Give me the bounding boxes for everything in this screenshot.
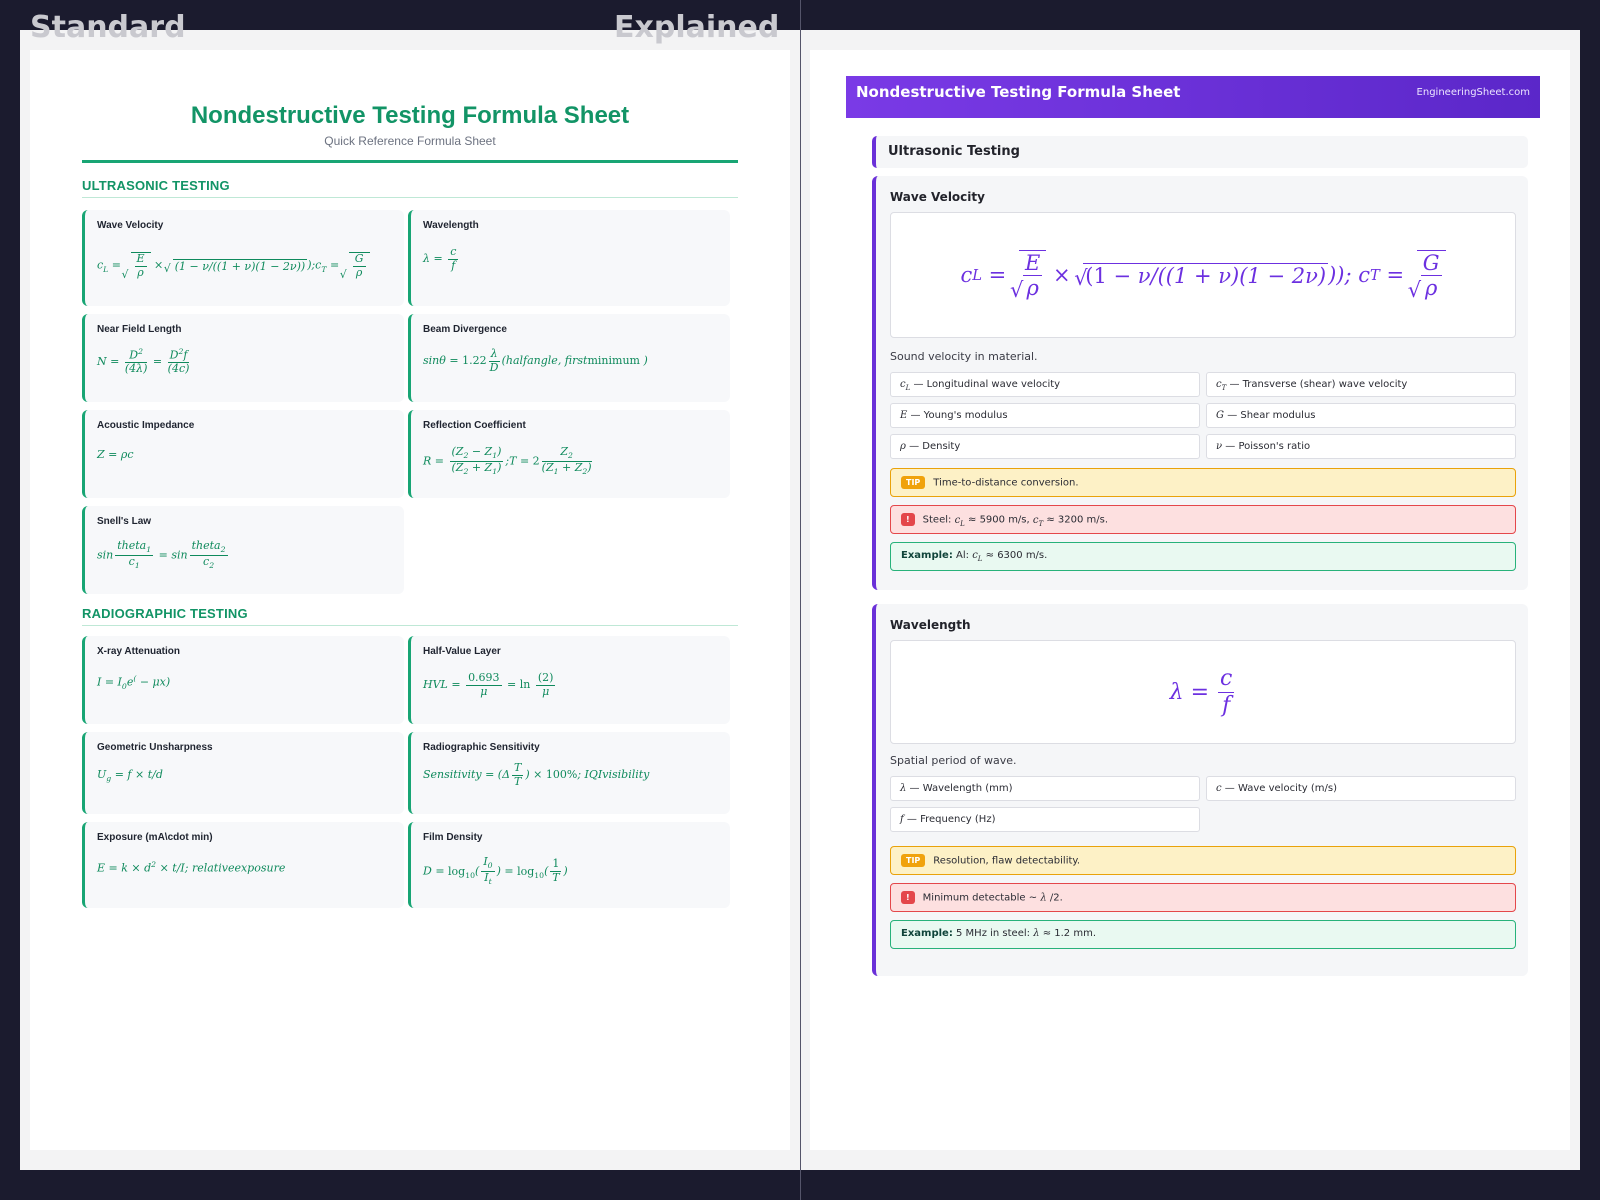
variable-item: λ — Wavelength (mm): [890, 776, 1200, 801]
standard-container: Nondestructive Testing Formula Sheet Qui…: [20, 30, 800, 1170]
card-title: Radiographic Sensitivity: [423, 742, 540, 753]
panel-divider: [800, 0, 801, 1200]
formula-card-geometric-unsharpness: Geometric Unsharpness Ug = f × t/d: [82, 732, 404, 814]
formula: Ug = f × t/d: [97, 768, 163, 784]
tip-badge: TIP: [901, 854, 926, 867]
example-note: Example: Al: cL ≈ 6300 m/s.: [890, 542, 1516, 571]
sheet-title: Nondestructive Testing Formula Sheet: [190, 102, 630, 129]
warning-note: ! Steel: cL ≈ 5900 m/s, cT ≈ 3200 m/s.: [890, 505, 1516, 534]
formula: I = I0e( − μx): [97, 674, 171, 691]
card-title: Near Field Length: [97, 324, 182, 335]
variable-item: cT — Transverse (shear) wave velocity: [1206, 372, 1516, 397]
formula-display: cL = Eρ × (1 − ν/((1 + ν)(1 − 2ν))); cT …: [890, 212, 1516, 338]
formula-card-snells-law: Snell's Law sin theta1 c1 = sin theta2 c2: [82, 506, 404, 594]
explained-card-wave-velocity: Wave Velocity cL = Eρ × (1 − ν/((1 + ν)(…: [872, 176, 1528, 590]
example-label: Example:: [901, 928, 953, 939]
variable-item: ρ — Density: [890, 434, 1200, 459]
formula: sin theta1 c1 = sin theta2 c2: [97, 539, 228, 571]
formula-card-beam-divergence: Beam Divergence sinθ = 1.22 λ D (halfangle,…: [408, 314, 730, 402]
explained-container: Nondestructive Testing Formula Sheet Eng…: [800, 30, 1580, 1170]
variable-text: — Transverse (shear) wave velocity: [1229, 379, 1408, 390]
formula-card-acoustic-impedance: Acoustic Impedance Z = ρc: [82, 410, 404, 498]
card-title: Film Density: [423, 832, 483, 843]
card-title: Wavelength: [890, 618, 971, 632]
variable-item: c — Wave velocity (m/s): [1206, 776, 1516, 801]
card-title: Wave Velocity: [890, 190, 985, 204]
variable-item: cL — Longitudinal wave velocity: [890, 372, 1200, 397]
card-title: Beam Divergence: [423, 324, 507, 335]
site-name: EngineeringSheet.com: [1416, 87, 1530, 98]
card-title: Geometric Unsharpness: [97, 742, 213, 753]
example-label: Example:: [901, 550, 953, 561]
variable-text: — Wave velocity (m/s): [1224, 783, 1337, 794]
card-title: Half-Value Layer: [423, 646, 501, 657]
variable-text: — Shear modulus: [1227, 410, 1316, 421]
warning-note: ! Minimum detectable ~ λ /2.: [890, 883, 1516, 912]
formula-card-half-value-layer: Half-Value Layer HVL = 0.693 μ = ln (2) μ: [408, 636, 730, 724]
card-title: Exposure (mA\cdot min): [97, 832, 213, 843]
tip-badge: TIP: [901, 476, 926, 489]
section-title: Ultrasonic Testing: [888, 144, 1020, 159]
section-heading-ultrasonic: ULTRASONIC TESTING: [82, 178, 738, 198]
section-ultrasonic: Ultrasonic Testing: [872, 136, 1528, 168]
formula: HVL = 0.693 μ = ln (2) μ: [423, 671, 556, 698]
standard-label: Standard: [30, 10, 186, 45]
variable-item: G — Shear modulus: [1206, 403, 1516, 428]
formula-card-exposure: Exposure (mA\cdot min) E = k × d2 × t/I;…: [82, 822, 404, 908]
formula-card-film-density: Film Density D = log10(I0 It) = log10(1 T): [408, 822, 730, 908]
card-title: X-ray Attenuation: [97, 646, 180, 657]
formula: N = D2 (4λ) = D2f (4c): [97, 347, 190, 376]
formula: sinθ = 1.22 λ D (halfangle, firstminimum ): [423, 347, 648, 374]
header-banner: Nondestructive Testing Formula Sheet Eng…: [846, 76, 1540, 118]
explained-label: Explained: [614, 10, 780, 45]
formula: E = k × d2 × t/I; relativeexposure: [97, 860, 286, 875]
variable-item: ν — Poisson's ratio: [1206, 434, 1516, 459]
title-rule: [82, 160, 738, 163]
card-description: Spatial period of wave.: [890, 754, 1017, 767]
variable-text: — Frequency (Hz): [906, 814, 996, 825]
variable-item: E — Young's modulus: [890, 403, 1200, 428]
standard-sheet: Nondestructive Testing Formula Sheet Qui…: [30, 50, 790, 1150]
warning-icon: !: [901, 513, 915, 526]
warning-icon: !: [901, 891, 915, 904]
variable-text: — Wavelength (mm): [909, 783, 1013, 794]
card-title: Wavelength: [423, 220, 479, 231]
formula: Z = ρc: [97, 448, 134, 461]
formula: D = log10(I0 It) = log10(1 T): [423, 855, 568, 887]
card-description: Sound velocity in material.: [890, 350, 1038, 363]
card-title: Wave Velocity: [97, 220, 164, 231]
sheet-subtitle: Quick Reference Formula Sheet: [324, 134, 496, 148]
variable-text: — Longitudinal wave velocity: [913, 379, 1061, 390]
card-title: Acoustic Impedance: [97, 420, 195, 431]
variable-text: — Young's modulus: [910, 410, 1008, 421]
tip-note: TIP Resolution, flaw detectability.: [890, 846, 1516, 875]
variable-text: — Poisson's ratio: [1225, 441, 1311, 452]
banner-title: Nondestructive Testing Formula Sheet: [856, 83, 1181, 101]
card-title: Snell's Law: [97, 516, 152, 527]
tip-note: TIP Time-to-distance conversion.: [890, 468, 1516, 497]
tip-text: Time-to-distance conversion.: [933, 477, 1079, 489]
card-title: Reflection Coefficient: [423, 420, 526, 431]
variable-item: f — Frequency (Hz): [890, 807, 1200, 832]
explained-sheet: Nondestructive Testing Formula Sheet Eng…: [810, 50, 1570, 1150]
formula: Sensitivity = (Δ T T) × 100%; IQIvisibilit…: [423, 761, 650, 788]
section-heading-radiographic: RADIOGRAPHIC TESTING: [82, 606, 738, 626]
formula-card-wave-velocity: Wave Velocity cL = Eρ × (1 − ν/((1 + ν)(…: [82, 210, 404, 306]
formula-card-xray-attenuation: X-ray Attenuation I = I0e( − μx): [82, 636, 404, 724]
example-note: Example: 5 MHz in steel: λ ≈ 1.2 mm.: [890, 920, 1516, 949]
formula: cL = Eρ × (1 − ν/((1 + ν)(1 − 2ν)));cT =…: [97, 252, 370, 282]
formula-card-near-field: Near Field Length N = D2 (4λ) = D2f (4c): [82, 314, 404, 402]
formula: R = (Z2 − Z1) (Z2 + Z1) ;T = 2 Z2 (Z1 + Z2): [423, 445, 592, 477]
tip-text: Resolution, flaw detectability.: [933, 855, 1081, 867]
formula-card-reflection-coefficient: Reflection Coefficient R = (Z2 − Z1) (Z2 …: [408, 410, 730, 498]
variable-text: — Density: [909, 441, 961, 452]
formula-card-radiographic-sensitivity: Radiographic Sensitivity Sensitivity = (…: [408, 732, 730, 814]
